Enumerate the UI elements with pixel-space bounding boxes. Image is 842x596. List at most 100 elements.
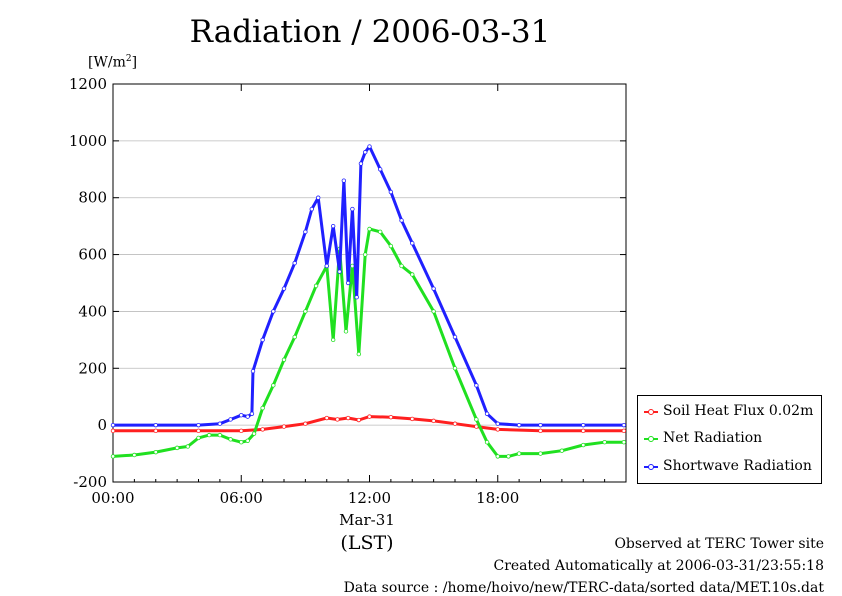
legend-label-soil-heat-flux: Soil Heat Flux 0.02m xyxy=(663,403,814,419)
data-point-soil-heat-flux xyxy=(239,428,244,434)
x-axis-date-label: Mar-31 xyxy=(339,511,395,529)
data-point-soil-heat-flux xyxy=(324,415,329,421)
data-point-shortwave-radiation xyxy=(452,334,458,340)
legend-marker-shortwave-radiation xyxy=(648,464,654,470)
data-point-soil-heat-flux xyxy=(345,415,351,421)
data-point-shortwave-radiation xyxy=(350,206,355,212)
data-point-net-radiation xyxy=(303,309,308,314)
series-line-shortwave-radiation xyxy=(113,145,624,427)
data-point-shortwave-radiation xyxy=(377,167,383,172)
y-tick-label: 600 xyxy=(78,246,107,264)
legend: Soil Heat Flux 0.02m Net Radiation Short… xyxy=(637,395,822,484)
legend-marker-soil-heat-flux xyxy=(648,409,654,415)
data-point-shortwave-radiation xyxy=(410,240,415,246)
data-point-net-radiation xyxy=(452,366,458,371)
y-tick-label: 800 xyxy=(78,189,107,207)
data-point-shortwave-radiation xyxy=(271,309,276,314)
y-tick-label: 1200 xyxy=(69,75,107,93)
data-point-shortwave-radiation xyxy=(341,178,347,183)
data-point-soil-heat-flux xyxy=(196,428,201,434)
data-point-net-radiation xyxy=(356,351,362,357)
data-point-soil-heat-flux xyxy=(335,417,340,422)
legend-label-net-radiation: Net Radiation xyxy=(663,430,763,446)
data-point-net-radiation xyxy=(559,448,565,453)
data-point-soil-heat-flux xyxy=(581,428,586,434)
data-point-soil-heat-flux xyxy=(281,424,287,429)
data-point-net-radiation xyxy=(132,452,137,458)
data-point-shortwave-radiation xyxy=(228,417,233,422)
data-point-soil-heat-flux xyxy=(303,421,308,426)
legend-item-shortwave-radiation: Shortwave Radiation xyxy=(638,456,821,478)
data-point-net-radiation xyxy=(260,405,265,411)
data-point-shortwave-radiation xyxy=(388,189,394,195)
data-point-net-radiation xyxy=(196,435,201,441)
data-point-net-radiation xyxy=(399,263,404,269)
data-point-shortwave-radiation xyxy=(292,260,297,266)
data-point-net-radiation xyxy=(388,243,394,249)
data-point-net-radiation xyxy=(431,309,436,314)
y-axis-unit: [W/m2] xyxy=(88,54,137,71)
footer-observed: Observed at TERC Tower site xyxy=(614,536,824,552)
data-point-shortwave-radiation xyxy=(399,218,404,223)
y-unit-main: [W/m xyxy=(88,54,126,71)
y-unit-superscript: 2 xyxy=(125,54,132,64)
data-point-soil-heat-flux xyxy=(621,428,627,434)
data-point-soil-heat-flux xyxy=(410,416,415,422)
data-point-net-radiation xyxy=(377,229,383,235)
data-point-shortwave-radiation xyxy=(621,422,627,428)
data-point-shortwave-radiation xyxy=(358,161,364,166)
data-point-net-radiation xyxy=(313,283,319,289)
data-point-net-radiation xyxy=(343,329,349,334)
data-point-soil-heat-flux xyxy=(153,428,158,434)
data-point-net-radiation xyxy=(516,451,522,456)
x-axis-label: (LST) xyxy=(340,532,394,554)
x-tick-label: 00:00 xyxy=(91,489,134,507)
data-point-net-radiation xyxy=(363,252,368,257)
data-point-soil-heat-flux xyxy=(431,418,436,424)
data-point-shortwave-radiation xyxy=(431,286,436,291)
data-point-shortwave-radiation xyxy=(281,286,287,291)
data-point-shortwave-radiation xyxy=(196,422,201,428)
data-point-net-radiation xyxy=(245,438,250,443)
data-point-shortwave-radiation xyxy=(245,414,250,419)
data-point-net-radiation xyxy=(110,454,116,459)
data-point-soil-heat-flux xyxy=(110,428,116,434)
data-point-net-radiation xyxy=(410,272,415,277)
x-tick-label: 12:00 xyxy=(348,489,391,507)
y-unit-close: ] xyxy=(131,54,138,71)
legend-marker-net-radiation xyxy=(648,436,654,442)
data-point-net-radiation xyxy=(292,334,297,340)
data-point-shortwave-radiation xyxy=(495,421,500,426)
data-point-shortwave-radiation xyxy=(345,280,351,286)
data-point-soil-heat-flux xyxy=(260,427,265,432)
data-point-shortwave-radiation xyxy=(330,223,336,229)
data-point-net-radiation xyxy=(174,445,180,451)
chart-title: Radiation / 2006-03-31 xyxy=(189,14,551,50)
data-point-shortwave-radiation xyxy=(217,421,223,426)
data-point-net-radiation xyxy=(153,449,158,455)
y-tick-label: -200 xyxy=(73,473,107,491)
data-point-shortwave-radiation xyxy=(474,383,479,388)
y-tick-label: 1000 xyxy=(69,132,107,150)
data-point-shortwave-radiation xyxy=(363,150,368,155)
data-point-soil-heat-flux xyxy=(452,421,458,426)
footer-data-source: Data source : /home/hoivo/new/TERC-data/… xyxy=(343,580,824,596)
data-point-net-radiation xyxy=(251,431,257,436)
data-point-shortwave-radiation xyxy=(337,269,342,274)
data-point-shortwave-radiation xyxy=(316,195,321,200)
data-point-net-radiation xyxy=(330,337,336,343)
data-point-shortwave-radiation xyxy=(250,368,256,374)
data-point-net-radiation xyxy=(484,440,490,445)
x-tick-label: 18:00 xyxy=(476,489,519,507)
data-point-shortwave-radiation xyxy=(303,229,308,235)
legend-item-soil-heat-flux: Soil Heat Flux 0.02m xyxy=(638,401,821,423)
data-point-net-radiation xyxy=(217,432,223,438)
data-point-soil-heat-flux xyxy=(388,414,394,420)
data-point-soil-heat-flux xyxy=(356,417,362,423)
data-point-net-radiation xyxy=(206,432,212,438)
data-point-shortwave-radiation xyxy=(260,337,265,343)
data-point-shortwave-radiation xyxy=(354,295,359,300)
data-point-shortwave-radiation xyxy=(516,422,522,428)
data-point-net-radiation xyxy=(281,357,287,362)
